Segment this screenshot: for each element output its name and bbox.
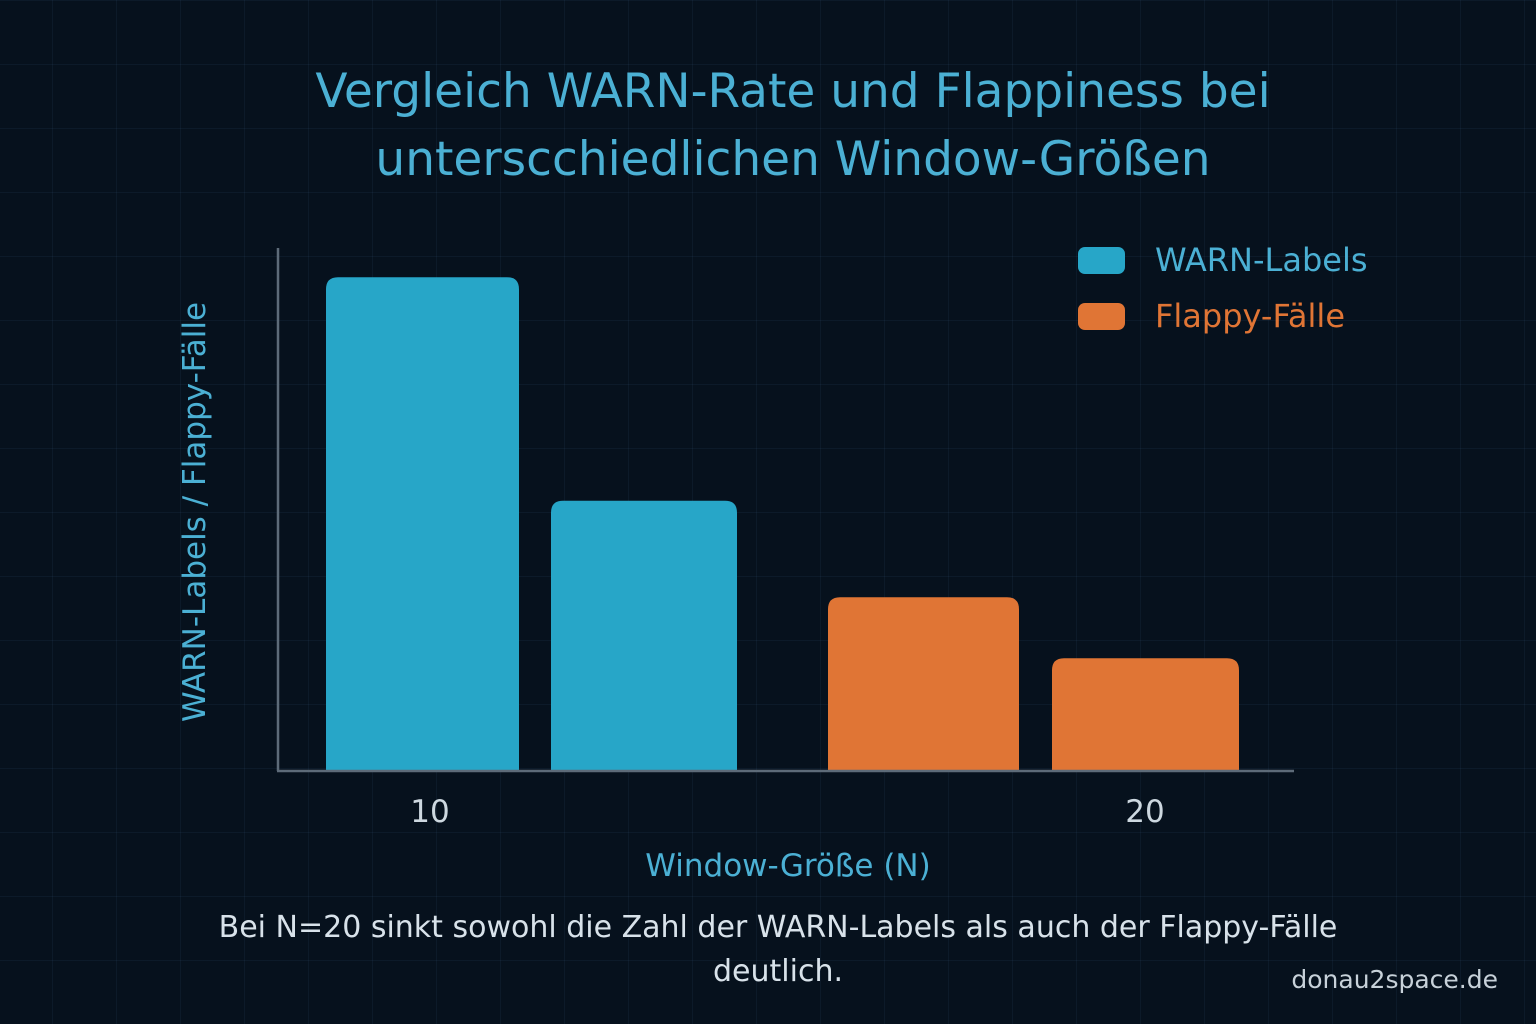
legend-item-flappy: Flappy-Fälle	[1078, 288, 1368, 344]
x-tick-label-10: 10	[410, 794, 449, 830]
x-tick-label-20: 20	[1125, 794, 1164, 830]
bar-flappy-2	[828, 597, 1019, 770]
y-axis-label: WARN-Labels / Flappy-Fälle	[177, 302, 213, 722]
bars-group	[326, 277, 1239, 770]
legend-swatch-warn	[1078, 246, 1125, 274]
chart-legend: WARN-Labels Flappy-Fälle	[1078, 232, 1368, 344]
legend-label-flappy: Flappy-Fälle	[1155, 297, 1345, 335]
chart-title: Vergleich WARN-Rate und Flappiness bei u…	[315, 64, 1271, 187]
bar-warn-1	[551, 500, 737, 770]
bar-warn-0	[326, 277, 519, 770]
chart-caption: Bei N=20 sinkt sowohl die Zahl der WARN-…	[218, 910, 1338, 989]
site-footer-text: donau2space.de	[1291, 965, 1498, 994]
legend-label-warn: WARN-Labels	[1155, 241, 1368, 279]
legend-swatch-flappy	[1078, 302, 1125, 330]
legend-item-warn: WARN-Labels	[1078, 232, 1368, 288]
bar-flappy-3	[1052, 658, 1239, 770]
x-axis-label: Window-Größe (N)	[645, 848, 930, 884]
